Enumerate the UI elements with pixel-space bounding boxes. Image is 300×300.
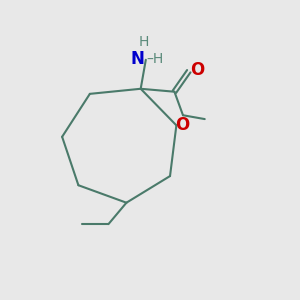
Text: H: H xyxy=(138,34,148,49)
Text: O: O xyxy=(190,61,205,79)
Text: –H: –H xyxy=(146,52,164,66)
Text: N: N xyxy=(130,50,144,68)
Text: O: O xyxy=(175,116,190,134)
